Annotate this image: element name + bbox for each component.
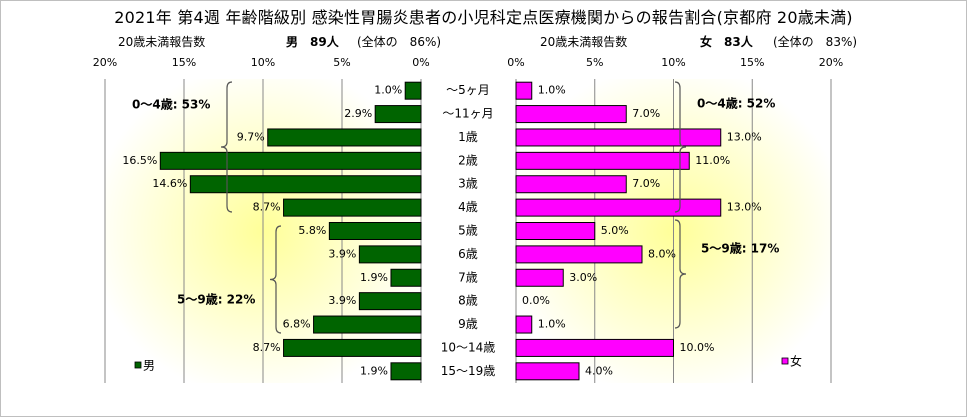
left-bar: [374, 105, 422, 124]
left-bar-value-label: 3.9%: [328, 294, 356, 307]
left-bar: [189, 175, 422, 194]
right-x-tick-label: 20%: [819, 56, 843, 69]
left-bar-value-label: 3.9%: [328, 247, 356, 260]
category-label: 8歳: [458, 294, 478, 308]
chart-title: 2021年 第4週 年齢階級別 感染性胃腸炎患者の小児科定点医療機関からの報告割…: [114, 8, 853, 27]
left-bar-value-label: 1.9%: [360, 364, 388, 377]
left-bracket-0-4: [220, 81, 233, 213]
left-bar-value-label: 14.6%: [152, 177, 187, 190]
left-bracket-5-9: [269, 225, 282, 334]
category-label: 4歳: [458, 200, 478, 214]
left-x-tick-label: 5%: [333, 56, 350, 69]
right-bar: [515, 268, 564, 287]
left-bar-value-label: 8.7%: [253, 341, 281, 354]
right-bar: [515, 151, 690, 170]
left-bar: [404, 81, 422, 100]
right-bracket-5-9: [674, 219, 687, 329]
category-label: ～5ヶ月: [446, 83, 490, 97]
category-label: 6歳: [458, 247, 478, 261]
left-bar-value-label: 16.5%: [122, 154, 157, 167]
left-bracket-label-5-9: 5～9歳: 22%: [177, 292, 255, 307]
category-label: 15～19歳: [441, 364, 496, 378]
left-x-tick-label: 0%: [412, 56, 429, 69]
right-x-tick-label: 10%: [661, 56, 685, 69]
right-bar-value-label: 1.0%: [538, 84, 566, 97]
right-bar-value-label: 13.0%: [727, 201, 762, 214]
left-bar: [159, 151, 422, 170]
left-bar-value-label: 1.0%: [374, 84, 402, 97]
left-x-tick-label: 15%: [172, 56, 196, 69]
category-label: 9歳: [458, 317, 478, 331]
left-bar-value-label: 2.9%: [344, 107, 372, 120]
right-bar-value-label: 1.0%: [538, 318, 566, 331]
right-bar-value-label: 4.0%: [585, 364, 613, 377]
category-label: ～11ヶ月: [442, 107, 493, 121]
left-bar: [267, 128, 422, 147]
right-bar: [515, 362, 580, 381]
left-bar-value-label: 8.7%: [253, 201, 281, 214]
left-bar: [313, 315, 422, 334]
right-bracket-label-0-4: 0～4歳: 52%: [697, 96, 775, 111]
left-legend-swatch: [134, 361, 142, 369]
right-x-tick-label: 0%: [507, 56, 524, 69]
right-x-tick-label: 5%: [586, 56, 603, 69]
right-bar: [515, 81, 533, 100]
right-bar-value-label: 10.0%: [680, 341, 715, 354]
right-bar-value-label: 13.0%: [727, 130, 762, 143]
left-sex-count: 男 89人: [286, 35, 339, 49]
left-bar: [390, 362, 422, 381]
left-x-tick-label: 20%: [93, 56, 117, 69]
left-x-tick-label: 10%: [251, 56, 275, 69]
right-bar: [515, 245, 643, 264]
right-bar: [515, 105, 627, 124]
right-bar-value-label: 8.0%: [648, 247, 676, 260]
right-bar: [515, 338, 674, 357]
right-bar: [515, 175, 627, 194]
right-legend-label: 女: [790, 354, 802, 369]
left-bar-value-label: 5.8%: [298, 224, 326, 237]
category-label: 2歳: [458, 153, 478, 167]
right-bar-value-label: 3.0%: [569, 271, 597, 284]
left-bar: [328, 222, 422, 240]
right-bar-value-label: 7.0%: [632, 177, 660, 190]
left-bar: [390, 268, 422, 287]
category-label: 3歳: [458, 177, 478, 191]
category-label: 7歳: [458, 270, 478, 284]
right-bar: [515, 198, 722, 217]
left-legend-label: 男: [143, 359, 155, 373]
right-bar-value-label: 11.0%: [695, 154, 730, 167]
left-bar: [358, 292, 422, 311]
right-bar: [515, 128, 722, 147]
left-bar: [283, 198, 422, 217]
right-bracket-0-4: [674, 81, 687, 213]
category-label: 5歳: [458, 224, 478, 238]
right-bar-value-label: 0.0%: [522, 294, 550, 307]
left-bracket-label-0-4: 0～4歳: 53%: [132, 97, 210, 112]
category-label: 1歳: [458, 130, 478, 144]
left-axis-caption: 20歳未満報告数: [118, 35, 206, 49]
left-bar-value-label: 6.8%: [283, 318, 311, 331]
right-bar: [515, 315, 533, 334]
right-legend-swatch: [781, 357, 789, 365]
right-x-tick-label: 15%: [740, 56, 764, 69]
right-bar-value-label: 7.0%: [632, 107, 660, 120]
right-axis-caption: 20歳未満報告数: [540, 35, 628, 49]
left-bar: [283, 338, 422, 357]
right-bar-value-label: 5.0%: [601, 224, 629, 237]
left-bar-value-label: 9.7%: [237, 130, 265, 143]
right-bracket-label-5-9: 5～9歳: 17%: [701, 241, 779, 256]
left-bar: [358, 245, 422, 264]
right-total-share: (全体の 83%): [773, 35, 858, 49]
left-bar-value-label: 1.9%: [360, 271, 388, 284]
left-total-share: (全体の 86%): [357, 35, 442, 49]
right-bar: [515, 222, 596, 240]
category-label: 10～14歳: [441, 340, 496, 354]
right-sex-count: 女 83人: [700, 35, 753, 49]
